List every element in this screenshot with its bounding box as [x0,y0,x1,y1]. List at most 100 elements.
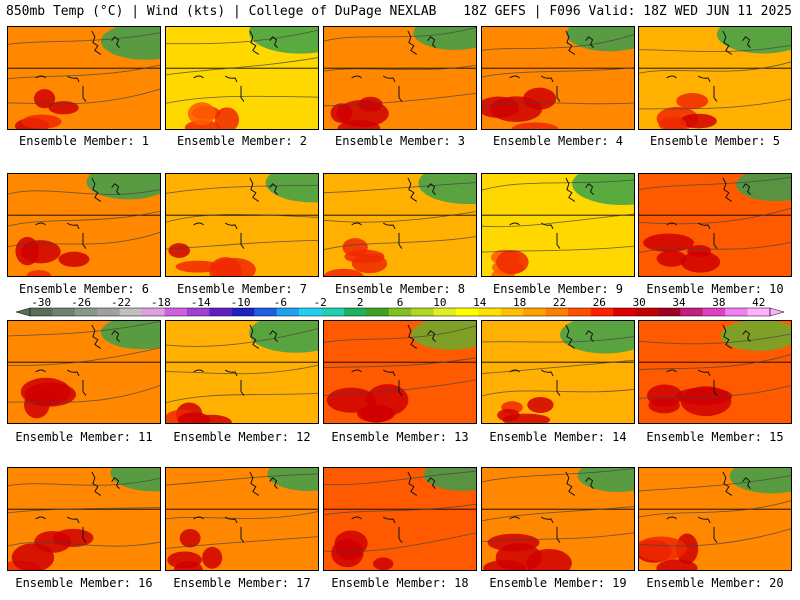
colorbar-arrow-right [769,307,785,317]
colorbar-swatch [119,308,143,316]
colorbar-swatch [276,308,300,316]
colorbar-swatch [254,308,277,316]
warm-area [656,250,687,267]
warm-area [646,384,683,407]
warm-area [331,538,364,568]
warm-area [656,559,698,570]
colorbar-tick-label: 34 [672,296,686,309]
warm-area [342,238,368,257]
temperature-map [8,468,160,570]
contour-line [8,32,160,45]
cool-area [566,27,634,52]
coastline [193,30,278,102]
colorbar-swatch [411,308,434,316]
ensemble-panel [323,320,477,424]
colorbar-swatch [657,308,681,316]
contour-line [482,101,634,107]
colorbar-swatch [613,308,636,316]
contour-line [8,188,160,195]
warm-area [490,96,543,122]
warm-area [187,102,216,126]
contour-line [8,64,160,80]
colorbar-swatch [343,308,367,316]
colorbar-swatch [366,308,390,316]
warm-area [487,533,540,552]
temperature-band [166,468,318,570]
temperature-map [8,174,160,276]
cool-area [100,321,160,350]
contour-line [166,57,318,76]
cool-area [418,174,476,204]
colorbar-tick-label: 30 [633,296,646,309]
cool-area [110,468,160,492]
warm-area [33,89,56,109]
contour-line [482,359,634,374]
colorbar-tick-label: 18 [513,296,526,309]
coastline [35,324,120,396]
panel-label: Ensemble Member: 11 [15,430,153,444]
colorbar-arrow-left [15,307,31,317]
contour-line [482,388,634,397]
coastline [509,324,594,396]
contour-line [639,176,791,191]
panel-label: Ensemble Member: 18 [331,576,469,590]
temperature-map [166,468,318,570]
contour-line [482,336,634,343]
contour-line [639,475,791,492]
temperature-map [639,468,791,570]
ensemble-panel [7,26,161,130]
contour-line [324,92,476,107]
colorbar-swatch [30,308,53,316]
warm-area [373,557,394,570]
contour-line [166,239,318,250]
contour-line [166,328,318,347]
colorbar-swatch [433,308,457,316]
contour-line [639,98,791,110]
ensemble-panel [165,467,319,571]
panel-label: Ensemble Member: 15 [646,430,784,444]
colorbar-tick-label: 42 [752,296,765,309]
warm-area [58,251,90,267]
ensemble-panel [323,173,477,277]
ensemble-panel [481,173,635,277]
colorbar-tick-label: 38 [712,296,725,309]
contour-line [324,325,476,344]
temperature-map [166,174,318,276]
panel-label: Ensemble Member: 16 [15,576,153,590]
contour-line [324,532,476,553]
colorbar-swatch [500,308,524,316]
coastline [351,177,436,249]
ensemble-panel [481,320,635,424]
colorbar-swatch [231,308,255,316]
contour-line [482,33,634,51]
panel-label: Ensemble Member: 3 [334,134,466,148]
temperature-map [482,174,634,276]
warm-area [177,412,211,423]
contour-line [8,231,160,248]
warm-area [21,114,62,129]
temperature-map [482,321,634,423]
panel-label: Ensemble Member: 1 [18,134,150,148]
warm-area [643,233,694,252]
contour-line [8,88,160,105]
temperature-map [166,321,318,423]
warm-area [211,257,256,276]
warm-area [680,251,721,273]
colorbar-outline [29,307,771,317]
colorbar-swatch [186,308,210,316]
ensemble-panel [481,467,635,571]
valid-time: 18Z GEFS | F096 Valid: 18Z WED JUN 11 20… [463,4,792,19]
cool-area [720,321,791,351]
panel-label: Ensemble Member: 9 [492,282,624,296]
coastline [193,324,278,396]
contour-line [166,511,318,520]
warm-area [680,113,717,129]
cool-area [577,468,634,493]
contour-line [639,44,791,53]
panel-label: Ensemble Member: 17 [173,576,311,590]
temperature-map [639,174,791,276]
colorbar-swatch [478,308,502,316]
contour-line [8,347,160,367]
cool-area [572,174,634,206]
panel-label: Ensemble Member: 8 [334,282,466,296]
